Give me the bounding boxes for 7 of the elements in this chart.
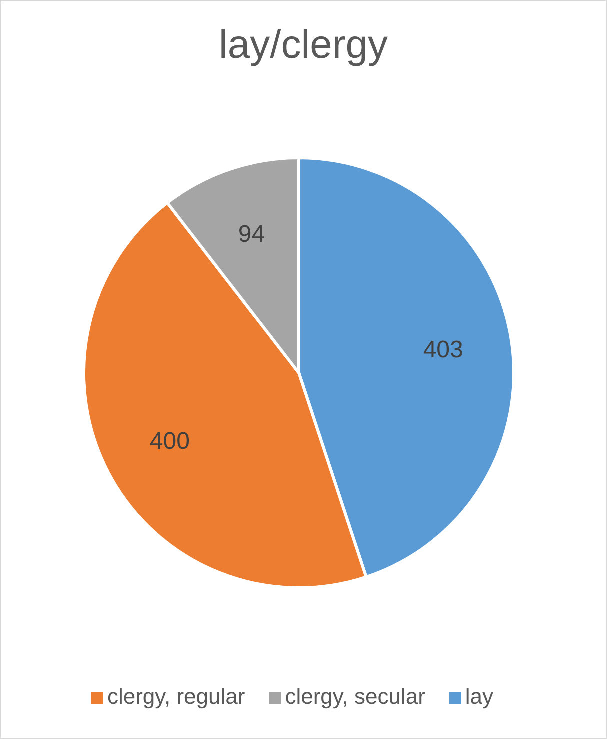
chart-title: lay/clergy — [218, 23, 389, 68]
legend-label: clergy, secular — [285, 684, 426, 709]
data-label: 403 — [423, 336, 464, 364]
legend-label: clergy, regular — [107, 684, 246, 709]
data-label: 94 — [238, 221, 266, 248]
data-label: 400 — [150, 428, 190, 456]
legend-label: lay — [465, 684, 494, 709]
